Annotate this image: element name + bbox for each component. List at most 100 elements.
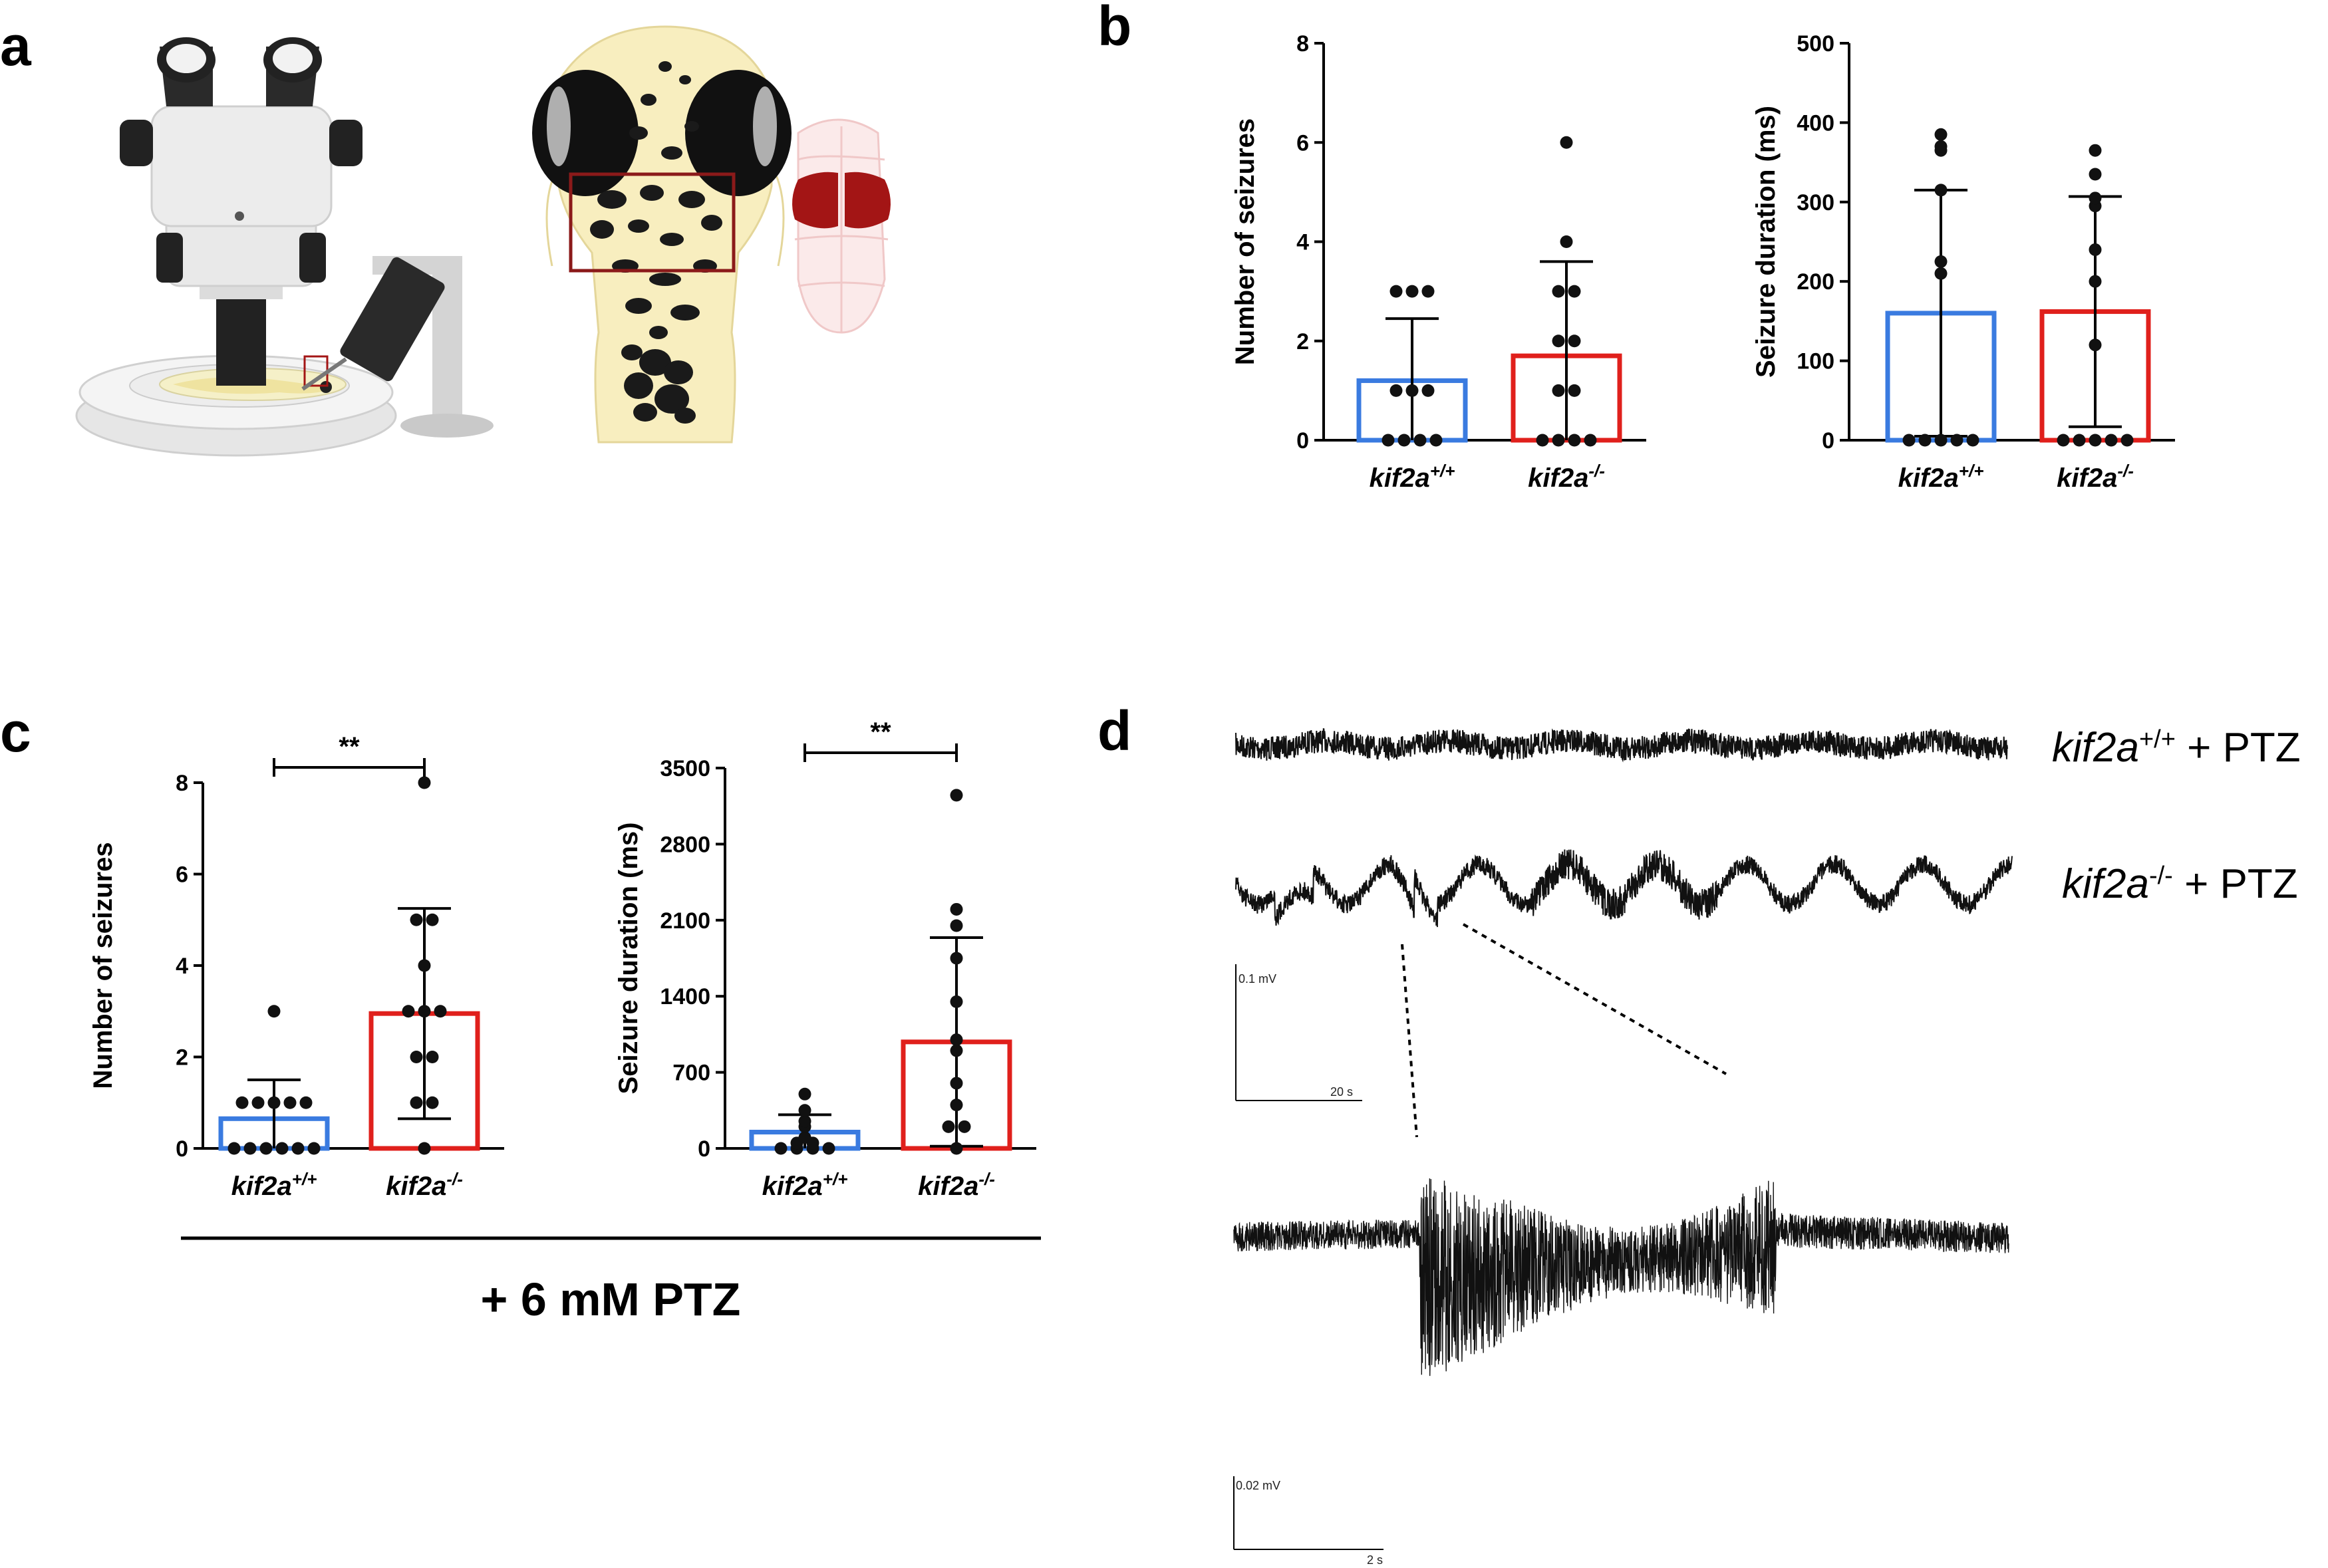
data-point <box>2089 168 2102 181</box>
data-point <box>1934 140 1948 153</box>
data-point <box>950 902 963 916</box>
y-axis-label: Number of seizures <box>88 842 118 1089</box>
data-point <box>1421 285 1435 298</box>
data-point <box>2089 275 2102 288</box>
data-point <box>283 1096 297 1109</box>
data-point <box>1429 434 1443 447</box>
data-point <box>2120 434 2134 447</box>
scale-bar-1: 0.1 mV 20 s <box>1235 964 1362 1101</box>
data-point <box>267 1096 281 1109</box>
zoom-connector-right <box>1463 923 1727 1075</box>
data-point <box>1389 285 1403 298</box>
y-tick-label: 700 <box>672 1061 710 1086</box>
data-point <box>950 952 963 965</box>
data-point <box>950 789 963 802</box>
data-point <box>950 1033 963 1047</box>
data-point <box>299 1096 313 1109</box>
data-point <box>2089 434 2102 447</box>
data-point <box>1560 136 1573 149</box>
data-point <box>1397 434 1411 447</box>
trace-wt <box>1235 727 2008 763</box>
category-label: kif2a-/- <box>1528 461 1605 493</box>
data-point <box>410 1051 423 1063</box>
y-tick-label: 300 <box>1797 190 1834 215</box>
y-axis-label: Number of seizures <box>1231 118 1260 365</box>
data-point <box>950 1142 963 1155</box>
data-point <box>2089 338 2102 352</box>
y-tick-label: 4 <box>1296 230 1309 255</box>
y-tick-label: 400 <box>1797 110 1834 136</box>
y-tick-label: 0 <box>1822 428 1834 454</box>
data-point <box>942 1120 955 1133</box>
data-point <box>1421 384 1435 397</box>
zoom-connector-left <box>1401 944 1418 1138</box>
y-tick-label: 500 <box>1797 31 1834 57</box>
data-point <box>434 1005 447 1018</box>
y-tick-label: 2 <box>176 1045 188 1071</box>
scale-2-x: 2 s <box>1367 1553 1383 1567</box>
y-axis-label: Seizure duration (ms) <box>1751 106 1781 378</box>
category-label: kif2a+/+ <box>762 1169 848 1201</box>
y-tick-label: 2100 <box>660 908 710 934</box>
data-point <box>426 1096 439 1109</box>
data-point <box>1934 128 1948 141</box>
data-point <box>950 919 963 932</box>
y-tick-label: 200 <box>1797 269 1834 295</box>
data-point <box>1934 184 1948 197</box>
scale-bar-2: 0.02 mV 2 s <box>1233 1476 1383 1567</box>
data-point <box>235 1096 249 1109</box>
data-point <box>1560 235 1573 248</box>
data-point <box>418 959 431 972</box>
chart-b-left: 0 2 4 6 8 Number of seizures kif2a+/+ kif2a-/- <box>1231 31 1646 493</box>
category-label: kif2a+/+ <box>1370 461 1455 493</box>
category-label: kif2a+/+ <box>1898 461 1984 493</box>
data-point <box>267 1005 281 1018</box>
chart-c-left: 0 2 4 6 8 Number of seizures kif2a+/+ kif2a-/- *… <box>88 732 504 1201</box>
y-tick-label: 6 <box>176 862 188 888</box>
data-point <box>402 1005 415 1018</box>
data-point <box>798 1104 811 1117</box>
y-tick-label: 0 <box>176 1136 188 1162</box>
data-point <box>1552 285 1565 298</box>
data-point <box>1568 434 1581 447</box>
data-point <box>1934 267 1948 280</box>
data-point <box>418 1005 431 1018</box>
y-tick-label: 100 <box>1797 349 1834 374</box>
brain-optic-tectum-icon <box>792 118 891 334</box>
trace-mut <box>1235 849 2013 928</box>
data-point <box>1405 384 1419 397</box>
y-tick-label: 3500 <box>660 756 710 781</box>
data-point <box>2089 192 2102 205</box>
data-point <box>950 1077 963 1090</box>
y-tick-label: 0 <box>698 1136 710 1162</box>
data-point <box>798 1131 811 1144</box>
data-point <box>1934 255 1948 268</box>
data-point <box>798 1087 811 1101</box>
y-tick-label: 0 <box>1296 428 1309 454</box>
y-tick-label: 2800 <box>660 832 710 857</box>
category-label: kif2a-/- <box>386 1169 463 1201</box>
group-label: + 6 mM PTZ <box>481 1273 741 1325</box>
data-point <box>307 1142 321 1155</box>
data-point <box>1405 285 1419 298</box>
category-label: kif2a+/+ <box>231 1169 317 1201</box>
data-point <box>1568 285 1581 298</box>
panel-label-c: c <box>0 701 31 763</box>
data-point <box>2057 434 2070 447</box>
data-point <box>1389 384 1403 397</box>
y-tick-label: 4 <box>176 954 188 979</box>
data-point <box>1552 334 1565 348</box>
data-point <box>418 776 431 789</box>
data-point <box>291 1142 305 1155</box>
data-point <box>426 1051 439 1063</box>
data-point <box>1966 434 1979 447</box>
data-point <box>822 1142 835 1155</box>
significance-label: ** <box>339 732 360 761</box>
data-point <box>2089 243 2102 256</box>
data-point <box>1584 434 1597 447</box>
eeg-traces: kif2a+/+ + PTZ kif2a-/- + PTZ 0.1 mV 20 … <box>1233 725 2301 1567</box>
significance-label: ** <box>870 718 891 747</box>
data-point <box>426 913 439 926</box>
data-point <box>410 913 423 926</box>
